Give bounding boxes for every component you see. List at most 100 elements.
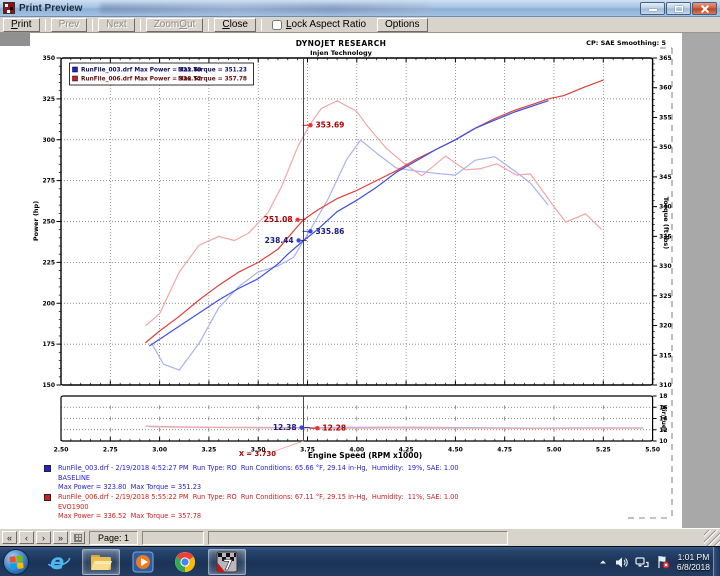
svg-text:360: 360 — [659, 85, 672, 92]
action-center-flag-icon[interactable] — [656, 555, 670, 569]
close-window-button[interactable] — [692, 2, 717, 15]
callout-label: 12.28 — [322, 424, 346, 433]
svg-text:175: 175 — [42, 341, 55, 348]
callout-label: 251.08 — [264, 215, 293, 224]
page-indicator: Page: 1 — [89, 530, 139, 545]
taskbar-item-internet-explorer[interactable]: e — [40, 549, 78, 575]
svg-text:18: 18 — [659, 393, 667, 400]
preview-corner-chip — [0, 33, 30, 46]
svg-text:310: 310 — [659, 382, 672, 389]
next-page-button[interactable]: › — [36, 531, 51, 544]
taskbar-item-winpep7[interactable]: 7 — [208, 549, 246, 575]
svg-text:325: 325 — [42, 96, 55, 103]
hidden-icons-arrow[interactable] — [598, 557, 608, 567]
svg-text:335: 335 — [659, 233, 672, 240]
svg-text:365: 365 — [659, 55, 672, 62]
svg-text:340: 340 — [659, 204, 672, 211]
winpep7-icon: 7 — [216, 551, 238, 574]
lock-aspect-ratio-label: Lock Aspect Ratio — [285, 19, 367, 30]
brand-subtitle: Injen Technology — [310, 49, 372, 57]
svg-text:RunFile_003.drf Max Power = 32: RunFile_003.drf Max Power = 323.80 — [81, 68, 201, 74]
blurred-title-path — [100, 4, 430, 13]
run-name: EVO1900 — [58, 502, 89, 511]
prev-button[interactable]: Prev — [50, 17, 88, 32]
window-title: Print Preview — [19, 2, 83, 14]
svg-text:12: 12 — [659, 427, 667, 434]
toolbar-separator — [44, 18, 46, 31]
toolbar-separator — [92, 18, 94, 31]
brand-title: DYNOJET RESEARCH — [295, 39, 387, 48]
run-name: BASELINE — [58, 473, 91, 482]
show-desktop-button[interactable] — [713, 547, 720, 576]
lock-aspect-ratio-checkbox[interactable] — [271, 19, 282, 30]
svg-text:350: 350 — [42, 55, 55, 62]
preview-page: DYNOJET RESEARCH Injen Technology CP: SA… — [0, 33, 720, 528]
last-page-button[interactable]: » — [53, 531, 68, 544]
chrome-icon — [175, 552, 195, 572]
minimize-icon — [649, 9, 657, 11]
callout-label: 238.44 — [265, 236, 294, 245]
restore-button[interactable] — [666, 2, 691, 15]
taskbar-item-windows-explorer[interactable] — [82, 549, 120, 575]
torque-axis-title: Torque (ft-lbs) — [662, 197, 670, 250]
svg-text:250: 250 — [42, 219, 55, 226]
page-grid-button[interactable] — [70, 531, 85, 544]
series-runfile003-power — [149, 100, 549, 347]
callout-label: 12.38 — [273, 423, 297, 432]
svg-text:3.25: 3.25 — [201, 447, 216, 454]
svg-text:355: 355 — [659, 114, 672, 121]
svg-text:320: 320 — [659, 323, 672, 330]
first-page-button[interactable]: « — [2, 531, 17, 544]
series-runfile006-power — [145, 79, 604, 344]
svg-text:e: e — [50, 550, 64, 574]
start-button[interactable] — [3, 549, 29, 575]
callout-dot — [299, 425, 304, 430]
svg-text:4.00: 4.00 — [349, 447, 364, 454]
statusbar-panel — [208, 530, 509, 545]
afr-axis-title: Air/Fuel — [660, 405, 667, 431]
taskbar-item-chrome[interactable] — [166, 549, 204, 575]
callout-dot — [295, 217, 300, 222]
svg-text:2.75: 2.75 — [103, 447, 118, 454]
svg-text:345: 345 — [659, 174, 672, 181]
prev-page-button[interactable]: ‹ — [19, 531, 34, 544]
svg-text:350: 350 — [659, 144, 672, 151]
series-runfile006-torque — [145, 100, 602, 327]
chart-header: DYNOJET RESEARCH Injen Technology — [0, 39, 682, 57]
app-icon — [3, 2, 15, 14]
preview-background — [682, 33, 720, 528]
svg-text:16: 16 — [659, 404, 667, 411]
clock-date: 6/8/2018 — [676, 562, 710, 572]
statusbar: « ‹ › » Page: 1 — [0, 528, 720, 546]
volume-icon[interactable] — [615, 556, 628, 569]
svg-text:2.50: 2.50 — [54, 447, 69, 454]
svg-text:300: 300 — [42, 137, 55, 144]
toolbar-separator — [139, 18, 141, 31]
svg-text:150: 150 — [42, 382, 55, 389]
network-icon[interactable] — [635, 556, 649, 569]
restore-icon — [675, 6, 683, 12]
svg-text:275: 275 — [42, 178, 55, 185]
taskbar-item-media-player[interactable] — [124, 549, 162, 575]
callout-dot — [308, 229, 313, 234]
taskbar-clock[interactable]: 1:01 PM 6/8/2018 — [677, 552, 710, 572]
main-plot-border — [60, 57, 654, 386]
svg-text:4.50: 4.50 — [448, 447, 463, 454]
svg-text:4.25: 4.25 — [399, 447, 414, 454]
svg-text:14: 14 — [659, 416, 667, 423]
run-max-line: Max Power = 336.52 Max Torque = 357.78 — [58, 512, 202, 520]
run-color-swatch — [44, 494, 51, 501]
toolbar-separator — [208, 18, 210, 31]
callout-dot — [315, 425, 320, 431]
svg-text:3.75: 3.75 — [300, 447, 315, 454]
options-button[interactable]: Options — [377, 17, 428, 32]
next-button[interactable]: Next — [98, 17, 135, 32]
resize-grip[interactable] — [704, 530, 720, 546]
run-color-swatch — [44, 465, 51, 472]
svg-text:3.00: 3.00 — [152, 447, 167, 454]
minimize-button[interactable] — [640, 2, 665, 15]
